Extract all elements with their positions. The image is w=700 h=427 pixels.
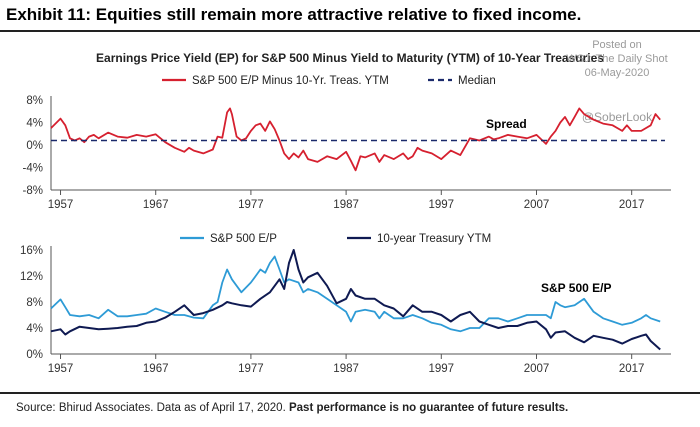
x-tick-label: 1967 — [143, 199, 169, 211]
y-tick-label: -4% — [23, 163, 43, 175]
y-tick-label: 12% — [20, 271, 43, 283]
x-tick-label: 1987 — [333, 199, 359, 211]
x-tick-label: 1977 — [238, 363, 264, 375]
source-note: Source: Bhirud Associates. Data as of Ap… — [16, 402, 568, 414]
watermark-line1: Posted on — [592, 39, 642, 51]
series-line-s-p-500-e-p-minus-10-yr-treas-ytm — [50, 107, 661, 172]
y-tick-label: -8% — [23, 185, 43, 197]
panel-title: Earnings Price Yield (EP) for S&P 500 Mi… — [96, 51, 604, 65]
y-tick-label: 0% — [26, 349, 43, 361]
x-tick-label: 1987 — [333, 363, 359, 375]
legend-label-s-p-500-e-p: S&P 500 E/P — [210, 233, 277, 245]
legend-label-10-year-treasury-ytm: 10-year Treasury YTM — [377, 233, 491, 245]
x-tick-label: 2007 — [524, 363, 550, 375]
series-line-s-p-500-e-p — [50, 255, 661, 333]
series-line-10-year-treasury-ytm — [50, 249, 661, 351]
y-tick-label: 4% — [26, 323, 43, 335]
x-tick-label: 1997 — [428, 363, 454, 375]
x-tick-label: 2007 — [524, 199, 550, 211]
bottom-rule — [0, 392, 700, 394]
disclaimer-text: Past performance is no guarantee of futu… — [288, 402, 569, 414]
x-tick-label: 1977 — [238, 199, 264, 211]
top-rule — [0, 30, 700, 32]
x-tick-label: 1957 — [48, 363, 74, 375]
x-tick-label: 2017 — [619, 199, 645, 211]
exhibit-title: Exhibit 11: Equities still remain more a… — [6, 5, 582, 24]
y-tick-label: 8% — [26, 95, 43, 107]
y-tick-label: 16% — [20, 245, 43, 257]
legend-label-s-p-500-e-p-minus-10-yr-treas-ytm: S&P 500 E/P Minus 10-Yr. Treas. YTM — [192, 75, 389, 87]
yield-chart: 0% 4% 8% 12% 16% 1957 1967 1977 1987 1997 2007 2017… — [20, 233, 671, 375]
x-tick-label: 1997 — [428, 199, 454, 211]
spread-chart: -8% -4% 0% 4% 8% 1957 1967 1977 1987 1997 2007 2017… — [23, 75, 671, 211]
watermark-handle: @SoberLook — [581, 110, 653, 124]
y-tick-label: 0% — [26, 140, 43, 152]
chart-annotation: S&P 500 E/P — [541, 281, 612, 295]
y-tick-label: 4% — [26, 118, 43, 130]
watermark-line3: 06-May-2020 — [584, 67, 650, 79]
watermark: Posted on WSJ: The Daily Shot 06-May-202… — [542, 38, 692, 80]
watermark-line2: WSJ: The Daily Shot — [566, 53, 668, 65]
x-tick-label: 1957 — [48, 199, 74, 211]
x-tick-label: 2017 — [619, 363, 645, 375]
source-text: Source: Bhirud Associates. Data as of Ap… — [16, 402, 286, 414]
x-tick-label: 1967 — [143, 363, 169, 375]
y-tick-label: 8% — [26, 297, 43, 309]
legend-label-median: Median — [458, 75, 496, 87]
chart-annotation: Spread — [486, 117, 527, 131]
